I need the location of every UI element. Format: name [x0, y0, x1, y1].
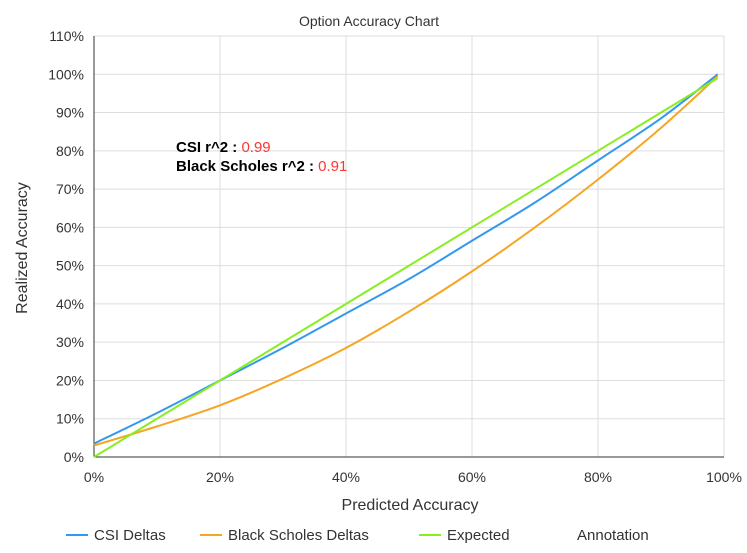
y-axis-ticks: 0% 10% 20% 30% 40% 50% 60% 70% 80% 90% 100% 110%: [48, 28, 84, 465]
y-tick-label: 40%: [56, 296, 84, 312]
annotation-block: CSI r^2 : 0.99 Black Scholes r^2 : 0.91: [176, 139, 347, 175]
legend-label-csi-deltas[interactable]: CSI Deltas: [94, 527, 166, 544]
x-tick-label: 0%: [84, 469, 104, 485]
x-tick-label: 80%: [584, 469, 612, 485]
annotation-label: Black Scholes r^2 :: [176, 158, 314, 175]
y-tick-label: 30%: [56, 334, 84, 350]
legend-label-annotation[interactable]: Annotation: [577, 527, 649, 544]
annotation-text: Black Scholes r^2 : 0.91: [176, 158, 347, 175]
y-tick-label: 90%: [56, 105, 84, 121]
chart-title: Option Accuracy Chart: [299, 13, 439, 29]
y-tick-label: 0%: [64, 449, 84, 465]
legend-label-black-scholes-deltas[interactable]: Black Scholes Deltas: [228, 527, 369, 544]
y-tick-label: 60%: [56, 219, 84, 235]
legend: CSI Deltas Black Scholes Deltas Expected An…: [66, 527, 649, 544]
series-line-csi-deltas: [93, 73, 719, 445]
y-tick-label: 80%: [56, 143, 84, 159]
y-tick-label: 70%: [56, 181, 84, 197]
annotation-label: CSI r^2 :: [176, 139, 237, 156]
y-tick-label: 100%: [48, 66, 84, 82]
y-tick-label: 10%: [56, 411, 84, 427]
x-axis-ticks: 0% 20% 40% 60% 80% 100%: [84, 469, 742, 485]
x-tick-label: 40%: [332, 469, 360, 485]
y-tick-label: 110%: [49, 28, 84, 44]
annotation-value: 0.99: [237, 139, 270, 156]
series-line-black-scholes-deltas: [93, 75, 719, 447]
series-lines: [93, 73, 719, 458]
y-tick-label: 20%: [56, 372, 84, 388]
x-axis-title: Predicted Accuracy: [342, 497, 479, 514]
x-tick-label: 100%: [706, 469, 742, 485]
legend-label-expected[interactable]: Expected: [447, 527, 510, 544]
y-tick-label: 50%: [56, 258, 84, 274]
series-line-expected: [93, 77, 719, 458]
annotation-text: CSI r^2 : 0.99: [176, 139, 271, 156]
annotation-value: 0.91: [314, 158, 347, 175]
y-axis-title: Realized Accuracy: [14, 182, 31, 314]
x-tick-label: 60%: [458, 469, 486, 485]
x-tick-label: 20%: [206, 469, 234, 485]
